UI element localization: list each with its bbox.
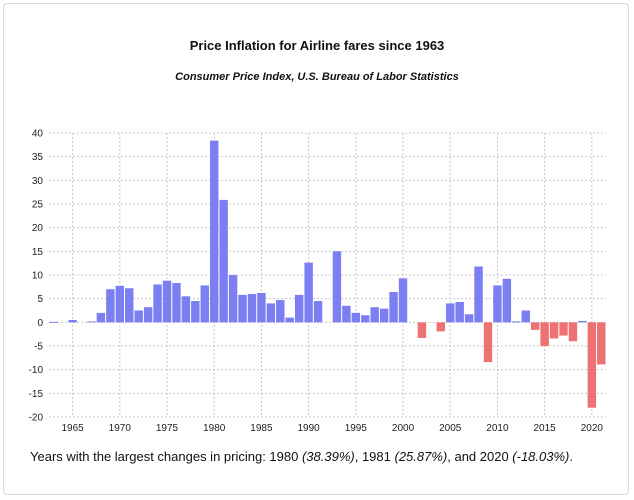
bars [49, 140, 606, 408]
y-tick-label: 30 [32, 176, 44, 187]
x-tick-label: 1980 [203, 423, 226, 434]
bar-1977 [181, 296, 191, 323]
bar-1993 [332, 251, 342, 323]
caption-value-1980: (38.39%) [301, 449, 355, 464]
bar-1967 [87, 321, 96, 323]
bar-2002 [417, 322, 427, 338]
bar-2015 [540, 322, 549, 346]
summary-caption: Years with the largest changes in pricin… [30, 449, 573, 464]
bar-2019 [578, 320, 587, 323]
bar-2013 [521, 310, 530, 323]
bar-1985 [257, 292, 266, 323]
bar-2006 [455, 301, 464, 323]
y-tick-label: 25 [32, 200, 44, 211]
x-tick-label: 2015 [534, 423, 557, 434]
caption-sep-1: , 1981 [354, 449, 395, 464]
x-tick-label: 2005 [439, 423, 462, 434]
x-tick-label: 2010 [486, 423, 509, 434]
bar-1979 [200, 285, 209, 323]
bar-1974 [153, 284, 162, 323]
bar-1996 [361, 315, 370, 323]
y-tick-label: -5 [34, 342, 43, 353]
x-tick-label: 2020 [581, 423, 604, 434]
y-tick-label: 10 [32, 271, 44, 282]
x-tick-label: 1975 [156, 423, 179, 434]
bar-1998 [379, 308, 389, 323]
bar-2011 [502, 278, 512, 323]
bar-2008 [474, 266, 483, 323]
chart-subtitle: Consumer Price Index, U.S. Bureau of Lab… [175, 71, 459, 83]
x-tick-label: 1990 [297, 423, 320, 434]
caption-sep-2: , and 2020 [447, 449, 513, 464]
bar-1980 [209, 140, 219, 323]
bar-2018 [568, 322, 578, 342]
bar-1991 [313, 301, 323, 323]
bar-1989 [294, 294, 304, 323]
y-tick-label: 35 [32, 152, 44, 163]
caption-value-1981: (25.87%) [394, 449, 448, 464]
y-tick-label: 20 [32, 223, 44, 234]
bar-1973 [143, 307, 153, 323]
y-tick-label: 40 [32, 129, 44, 140]
bar-2021 [597, 322, 606, 365]
bar-2005 [446, 303, 455, 323]
y-tick-label: -15 [29, 389, 44, 400]
bar-1990 [304, 262, 313, 323]
bar-2000 [398, 278, 408, 323]
bar-1963 [49, 321, 58, 323]
bar-1999 [389, 292, 398, 323]
bar-2009 [483, 322, 493, 363]
bar-2007 [464, 314, 474, 323]
bar-1968 [96, 312, 106, 323]
x-tick-label: 1965 [61, 423, 84, 434]
bar-2020 [587, 322, 597, 408]
y-tick-label: 5 [37, 294, 43, 305]
x-tick-label: 1970 [109, 423, 132, 434]
caption-value-2020: (-18.03%) [512, 449, 570, 464]
y-tick-label: -10 [29, 365, 44, 376]
bar-1976 [172, 283, 181, 323]
bar-1978 [191, 301, 200, 323]
y-axis: 40 35 30 25 20 15 10 5 0 -5 -10 -15 -20 [29, 129, 44, 424]
bar-1969 [106, 289, 115, 323]
bar-2017 [559, 322, 568, 336]
y-tick-label: 0 [37, 318, 43, 329]
bar-1970 [115, 285, 125, 323]
bar-1965 [68, 319, 77, 323]
x-tick-label: 2000 [392, 423, 415, 434]
y-tick-label: -20 [29, 413, 44, 424]
bar-1987 [276, 300, 285, 323]
bar-1981 [219, 199, 228, 323]
bar-1997 [370, 307, 379, 323]
bar-2004 [436, 322, 446, 332]
bar-1971 [125, 288, 134, 323]
x-tick-label: 1995 [345, 423, 368, 434]
bar-1986 [266, 303, 276, 323]
bar-2016 [549, 322, 559, 339]
x-tick-label: 1985 [250, 423, 273, 434]
chart-card [3, 3, 629, 495]
bar-1994 [342, 305, 351, 323]
bar-2010 [493, 285, 502, 323]
chart-title: Price Inflation for Airline fares since … [189, 38, 445, 53]
bar-1982 [228, 275, 238, 323]
bar-1983 [238, 294, 247, 323]
bar-1984 [247, 293, 257, 323]
caption-suffix: . [569, 449, 573, 464]
bar-2014 [530, 322, 540, 330]
y-tick-label: 15 [32, 247, 44, 258]
bar-1988 [285, 317, 294, 323]
grid-lines [49, 132, 606, 418]
bar-1975 [162, 280, 172, 323]
caption-prefix: Years with the largest changes in pricin… [30, 449, 302, 464]
bar-1995 [351, 312, 361, 323]
x-axis: 1965 1970 1975 1980 1985 1990 1995 2000 2005 2010… [61, 423, 603, 434]
bar-1972 [134, 310, 143, 323]
bar-2012 [512, 321, 521, 323]
